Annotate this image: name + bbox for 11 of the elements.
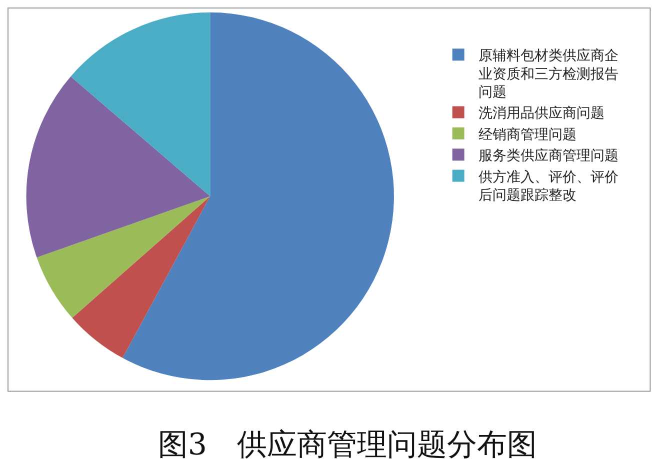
legend-label: 经销商管理问题 <box>478 126 576 143</box>
pie-slice <box>36 196 210 318</box>
text: 图3 供应商管理问题分布图 <box>158 427 537 459</box>
pie-slice <box>72 196 210 358</box>
legend-label: 服务类供应商管理问题 <box>478 148 618 164</box>
pie-slice <box>70 12 210 196</box>
pie-slice <box>122 12 394 380</box>
pie-slice <box>26 76 210 258</box>
legend-label: 原辅料包材类供应商企业资质和三方检测报告问题 <box>478 48 618 100</box>
legend-label: 供方准入、评价、评价后问题跟踪整改 <box>478 169 618 204</box>
legend-label: 洗消用品供应商问题 <box>478 106 604 122</box>
